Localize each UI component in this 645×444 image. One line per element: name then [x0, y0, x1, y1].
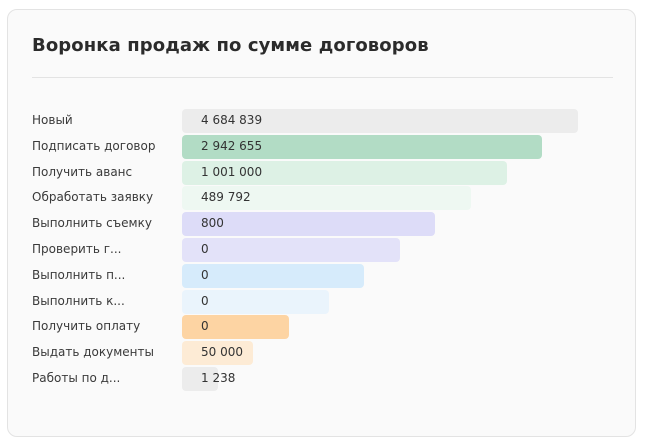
funnel-stage-value: 489 792	[201, 190, 251, 205]
funnel-stage-label: Выполнить съемку	[32, 216, 152, 231]
funnel-stage-label: Выдать документы	[32, 345, 154, 360]
funnel-stage-bar[interactable]	[182, 186, 471, 211]
funnel-stage-label: Обработать заявку	[32, 190, 154, 205]
funnel-stage-row[interactable]: Новый 4 684 839	[8, 109, 635, 133]
funnel-stage-row[interactable]: Обработать заявку 489 792	[8, 186, 635, 211]
funnel-stage-bar[interactable]	[182, 367, 218, 391]
funnel-stage-bar[interactable]	[182, 289, 329, 314]
title-divider	[32, 77, 613, 78]
funnel-stage-row[interactable]: Выполнить к... 0	[8, 289, 635, 314]
sales-funnel-widget: Воронка продаж по сумме договоров Новый 4…	[7, 9, 636, 437]
funnel-stage-row[interactable]: Выполнить съемку 800	[8, 212, 635, 237]
funnel-stage-value: 2 942 655	[201, 138, 263, 153]
funnel-stage-bar[interactable]	[182, 341, 253, 366]
funnel-stage-value: 1 238	[201, 371, 236, 385]
funnel-stage-value: 0	[201, 293, 209, 308]
funnel-stage-bar[interactable]	[182, 160, 507, 185]
funnel-stage-bar[interactable]	[182, 263, 364, 288]
funnel-stage-label: Получить оплату	[32, 319, 141, 334]
funnel-chart: Новый 4 684 839 Подписать договор 2 942 655…	[8, 10, 635, 436]
funnel-stage-row[interactable]: Получить оплату 0	[8, 315, 635, 340]
funnel-stage-value: 800	[201, 216, 224, 231]
funnel-stage-bar[interactable]	[182, 238, 400, 262]
funnel-stage-label: Получить аванс	[32, 164, 133, 179]
funnel-stage-value: 0	[201, 319, 209, 334]
funnel-stage-label: Проверить г...	[32, 242, 122, 256]
funnel-stage-value: 1 001 000	[201, 164, 263, 179]
widget-title: Воронка продаж по сумме договоров	[32, 35, 429, 56]
funnel-stage-value: 50 000	[201, 345, 243, 360]
funnel-stage-label: Выполнить к...	[32, 293, 125, 308]
funnel-stage-value: 4 684 839	[201, 113, 263, 127]
funnel-stage-bar[interactable]	[182, 134, 542, 159]
funnel-stage-row[interactable]: Выдать документы 50 000	[8, 341, 635, 366]
funnel-stage-row[interactable]: Подписать договор 2 942 655	[8, 134, 635, 159]
funnel-stage-bar[interactable]	[182, 315, 289, 340]
funnel-stage-label: Выполнить п...	[32, 267, 126, 282]
funnel-stage-value: 0	[201, 242, 209, 256]
funnel-stage-value: 0	[201, 267, 209, 282]
funnel-stage-row[interactable]: Работы по д... 1 238	[8, 367, 635, 391]
funnel-stage-bar[interactable]	[182, 212, 435, 237]
funnel-stage-row[interactable]: Выполнить п... 0	[8, 263, 635, 288]
funnel-stage-label: Новый	[32, 113, 73, 127]
funnel-stage-row[interactable]: Проверить г... 0	[8, 238, 635, 262]
funnel-stage-bar[interactable]	[182, 109, 578, 133]
funnel-stage-label: Работы по д...	[32, 371, 121, 385]
funnel-stage-row[interactable]: Получить аванс 1 001 000	[8, 160, 635, 185]
funnel-stage-label: Подписать договор	[32, 138, 156, 153]
